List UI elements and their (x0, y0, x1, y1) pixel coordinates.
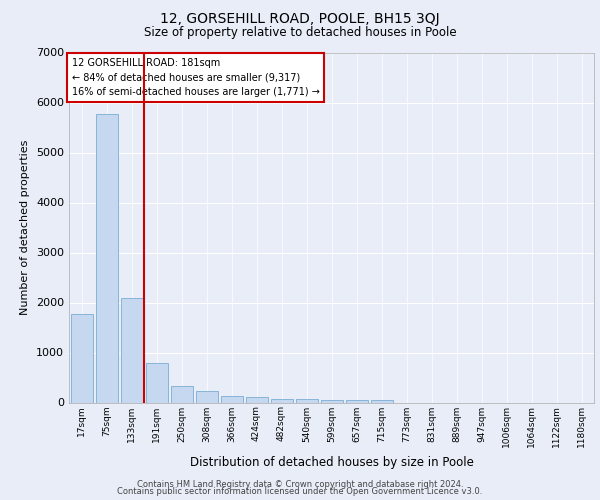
Bar (146, 362, 167, 403)
Bar (95, 114, 118, 403)
Bar (346, 400, 367, 402)
Bar (245, 397, 268, 402)
Text: 12 GORSEHILL ROAD: 181sqm
← 84% of detached houses are smaller (9,317)
16% of se: 12 GORSEHILL ROAD: 181sqm ← 84% of detac… (71, 58, 320, 98)
Bar (371, 400, 392, 402)
X-axis label: Distribution of detached houses by size in Poole: Distribution of detached houses by size … (190, 456, 473, 468)
Text: Contains HM Land Registry data © Crown copyright and database right 2024.: Contains HM Land Registry data © Crown c… (137, 480, 463, 489)
Bar (71, 314, 92, 402)
Text: Size of property relative to detached houses in Poole: Size of property relative to detached ho… (143, 26, 457, 39)
Bar (296, 399, 317, 402)
Bar (170, 386, 193, 402)
Y-axis label: Number of detached properties: Number of detached properties (20, 140, 31, 315)
Text: 12, GORSEHILL ROAD, POOLE, BH15 3QJ: 12, GORSEHILL ROAD, POOLE, BH15 3QJ (160, 12, 440, 26)
Text: Contains public sector information licensed under the Open Government Licence v3: Contains public sector information licen… (118, 487, 482, 496)
Bar (196, 391, 218, 402)
Bar (320, 400, 343, 402)
Bar (221, 396, 242, 402)
Bar (121, 298, 143, 403)
Bar (271, 398, 293, 402)
